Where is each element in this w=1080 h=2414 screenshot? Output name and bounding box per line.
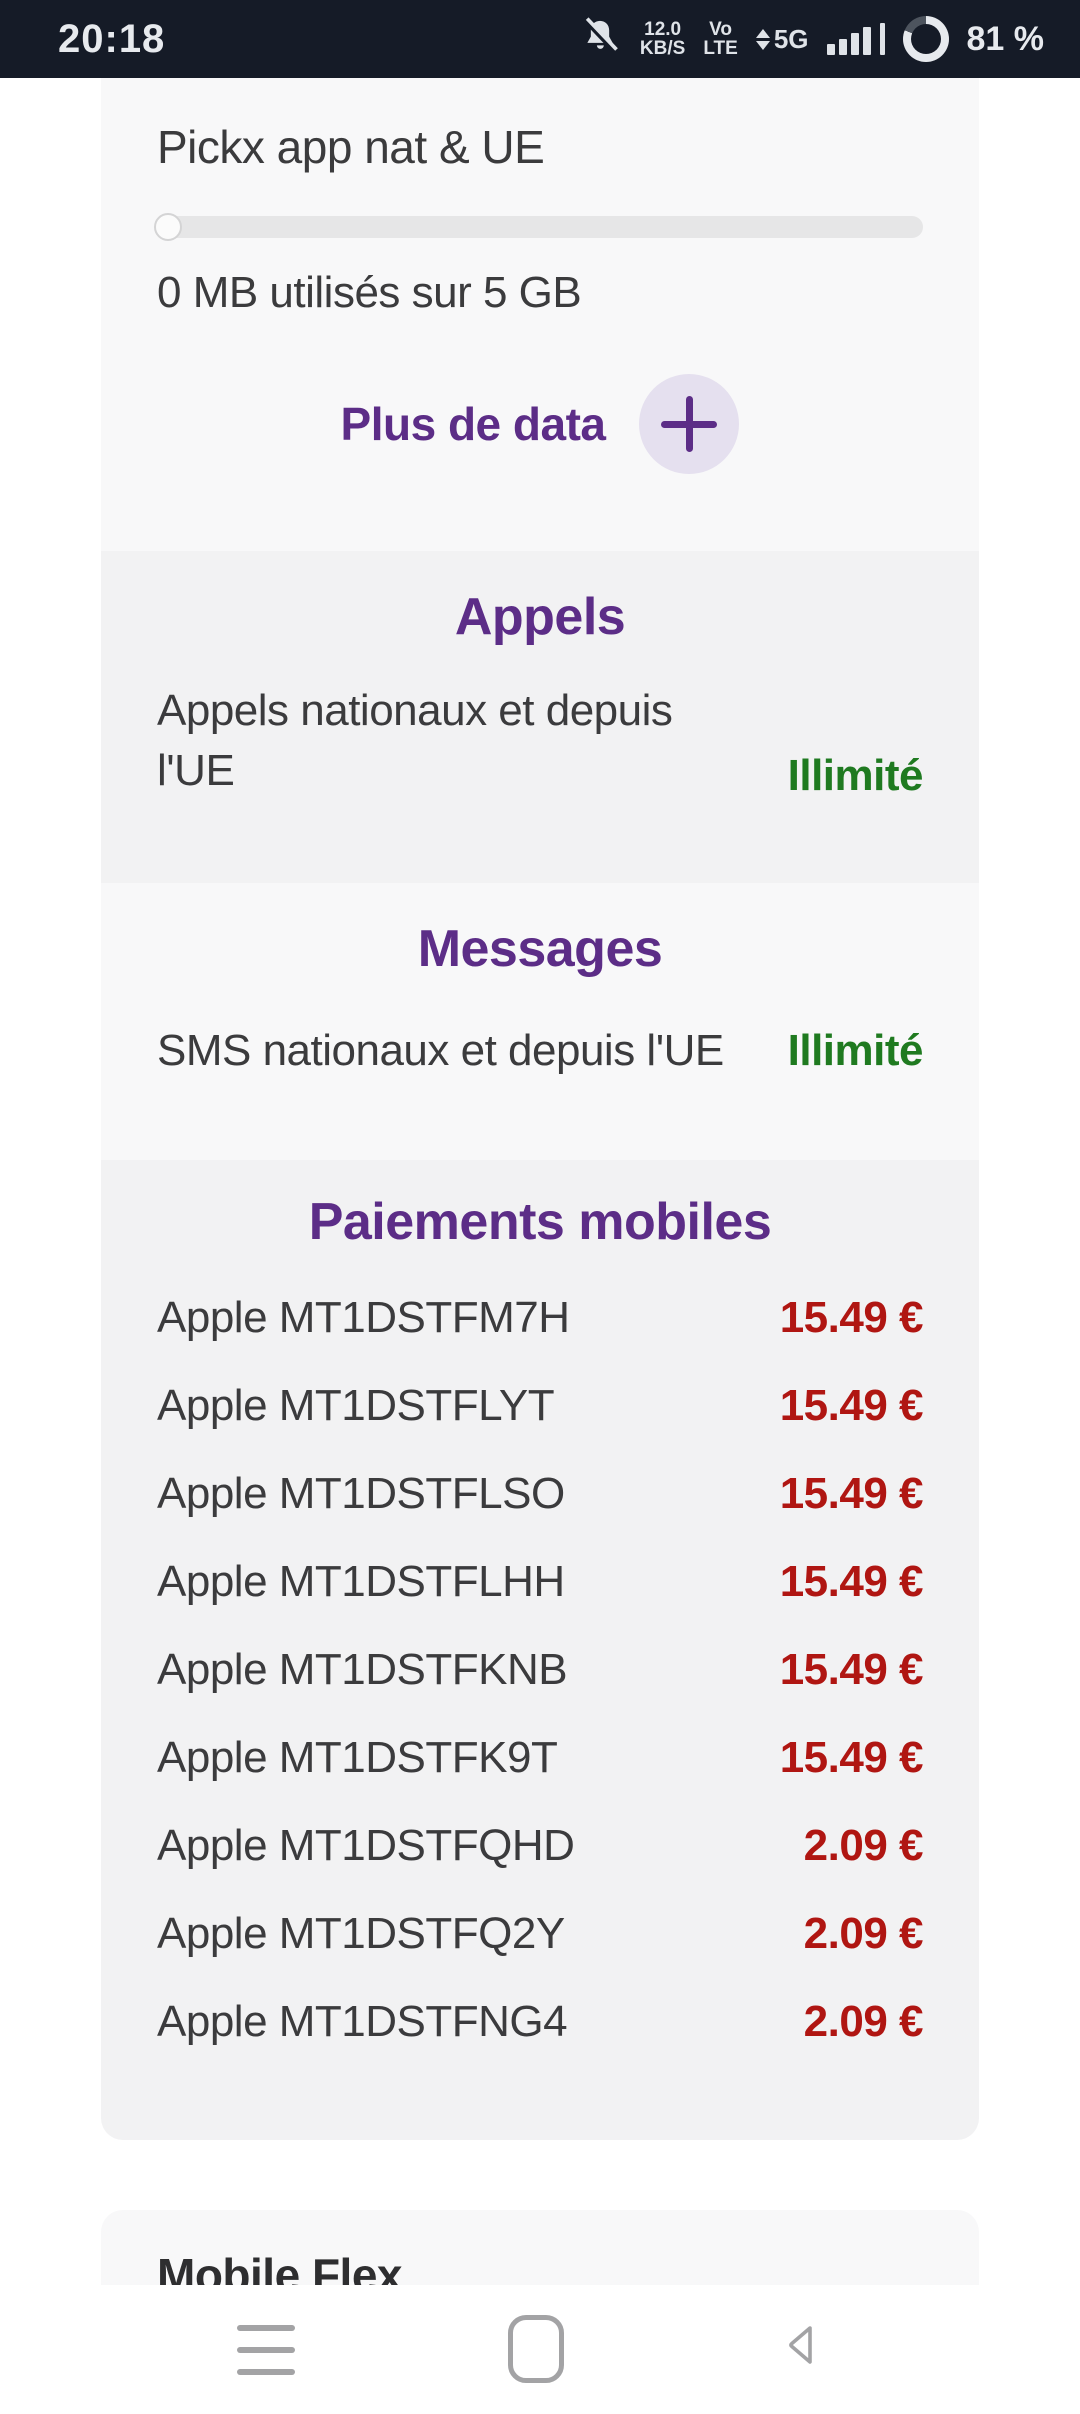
payment-row: Apple MT1DSTFM7H 15.49 €: [157, 1274, 924, 1362]
network-speed-unit: KB/S: [639, 38, 686, 59]
more-data-row: Plus de data: [157, 374, 923, 474]
mobile-payments-card: Paiements mobiles Apple MT1DSTFM7H 15.49…: [101, 1160, 979, 2140]
data-bundle-card: Pickx app nat & UE 0 MB utilisés sur 5 G…: [101, 78, 979, 551]
payment-amount: 15.49 €: [779, 1733, 924, 1782]
payment-row: Apple MT1DSTFQHD 2.09 €: [157, 1802, 924, 1890]
calls-row-value: Illimité: [787, 751, 924, 800]
data-usage-progress-thumb: [154, 213, 182, 241]
messages-row-value: Illimité: [787, 1026, 924, 1075]
messages-row: SMS nationaux et depuis l'UE Illimité: [157, 1021, 924, 1081]
more-data-label: Plus de data: [340, 398, 606, 450]
payment-label: Apple MT1DSTFNG4: [157, 1997, 568, 2046]
back-icon[interactable]: [778, 2319, 826, 2376]
volte-icon: Vo LTE: [703, 20, 737, 58]
status-bar: 20:18 12.0 KB/S Vo LTE: [0, 0, 1080, 78]
clock: 20:18: [58, 16, 166, 61]
volte-line2: LTE: [703, 38, 738, 59]
android-navigation-bar: [0, 2285, 1080, 2414]
payment-label: Apple MT1DSTFLYT: [157, 1381, 555, 1430]
payment-row: Apple MT1DSTFQ2Y 2.09 €: [157, 1890, 924, 1978]
payment-row: Apple MT1DSTFKNB 15.49 €: [157, 1626, 924, 1714]
calls-card: Appels Appels nationaux et depuis l'UE I…: [101, 551, 979, 883]
bundle-title: Pickx app nat & UE: [157, 121, 545, 173]
data-activity-icon: [755, 28, 770, 50]
battery-percent: 81 %: [966, 19, 1045, 58]
network-speed-indicator: 12.0 KB/S: [640, 20, 685, 58]
notifications-muted-icon: [578, 15, 622, 64]
messages-row-label: SMS nationaux et depuis l'UE: [157, 1026, 724, 1075]
payment-amount: 2.09 €: [803, 1997, 924, 2046]
recents-icon[interactable]: [237, 2325, 295, 2375]
payment-label: Apple MT1DSTFKNB: [157, 1645, 568, 1694]
payment-row: Apple MT1DSTFLHH 15.49 €: [157, 1538, 924, 1626]
messages-card: Messages SMS nationaux et depuis l'UE Il…: [101, 883, 979, 1160]
network-speed-value: 12.0: [644, 19, 682, 40]
volte-line1: Vo: [709, 19, 732, 40]
payment-row: Apple MT1DSTFNG4 2.09 €: [157, 1978, 924, 2066]
payment-amount: 15.49 €: [779, 1645, 924, 1694]
plus-icon: [686, 396, 694, 452]
payment-amount: 2.09 €: [803, 1909, 924, 1958]
payment-label: Apple MT1DSTFQ2Y: [157, 1909, 565, 1958]
payment-label: Apple MT1DSTFLHH: [157, 1557, 565, 1606]
payment-label: Apple MT1DSTFLSO: [157, 1469, 565, 1518]
payments-rows: Apple MT1DSTFM7H 15.49 € Apple MT1DSTFLY…: [157, 1274, 924, 2066]
network-type-indicator: 5G: [755, 23, 809, 55]
battery-icon: [902, 16, 949, 62]
payment-label: Apple MT1DSTFQHD: [157, 1821, 575, 1870]
payment-amount: 15.49 €: [779, 1293, 924, 1342]
data-usage-text: 0 MB utilisés sur 5 GB: [157, 268, 582, 317]
data-usage-progressbar: [154, 213, 923, 241]
calls-section-title: Appels: [454, 588, 626, 646]
payment-row: Apple MT1DSTFLSO 15.49 €: [157, 1450, 924, 1538]
payment-amount: 2.09 €: [803, 1821, 924, 1870]
payment-amount: 15.49 €: [779, 1381, 924, 1430]
calls-row: Appels nationaux et depuis l'UE Illimité: [157, 681, 924, 801]
home-icon[interactable]: [508, 2315, 564, 2383]
add-data-button[interactable]: [639, 374, 740, 474]
payment-label: Apple MT1DSTFK9T: [157, 1733, 558, 1782]
calls-row-label: Appels nationaux et depuis l'UE: [157, 686, 673, 795]
content-column: Pickx app nat & UE 0 MB utilisés sur 5 G…: [101, 78, 979, 2322]
payments-section-title: Paiements mobiles: [308, 1193, 772, 1251]
payment-amount: 15.49 €: [779, 1469, 924, 1518]
messages-section-title: Messages: [417, 920, 663, 978]
network-type-label: 5G: [773, 23, 809, 54]
payment-amount: 15.49 €: [779, 1557, 924, 1606]
payment-label: Apple MT1DSTFM7H: [157, 1293, 570, 1342]
status-bar-icons: 12.0 KB/S Vo LTE 5G 81 %: [578, 15, 1044, 64]
payment-row: Apple MT1DSTFLYT 15.49 €: [157, 1362, 924, 1450]
signal-strength-icon: [826, 23, 885, 55]
payment-row: Apple MT1DSTFK9T 15.49 €: [157, 1714, 924, 1802]
